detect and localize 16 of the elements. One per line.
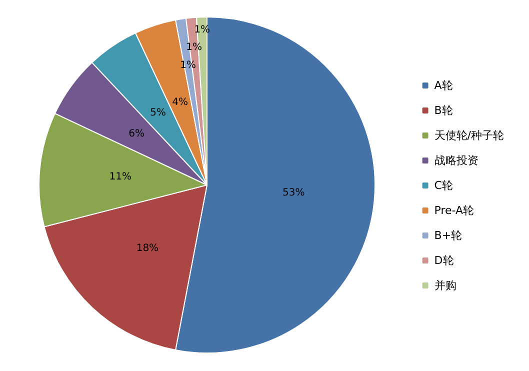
data-label: 53% bbox=[282, 188, 305, 199]
legend-label: Pre-A轮 bbox=[434, 204, 474, 217]
legend-label: 战略投资 bbox=[434, 154, 478, 167]
data-label: 18% bbox=[136, 242, 159, 254]
data-label: 4% bbox=[172, 96, 188, 108]
legend-label: C轮 bbox=[434, 179, 453, 192]
legend-label: 天使轮/种子轮 bbox=[434, 129, 504, 142]
data-label: 5% bbox=[150, 108, 166, 119]
data-label: 1% bbox=[186, 42, 202, 54]
legend-label: B+轮 bbox=[434, 229, 462, 242]
legend-label: D轮 bbox=[434, 254, 454, 267]
data-label: 6% bbox=[128, 128, 145, 140]
legend-label: B轮 bbox=[434, 104, 453, 117]
data-label: 11% bbox=[109, 171, 132, 182]
legend-label: 并购 bbox=[434, 279, 456, 292]
legend-label: A轮 bbox=[434, 79, 453, 92]
